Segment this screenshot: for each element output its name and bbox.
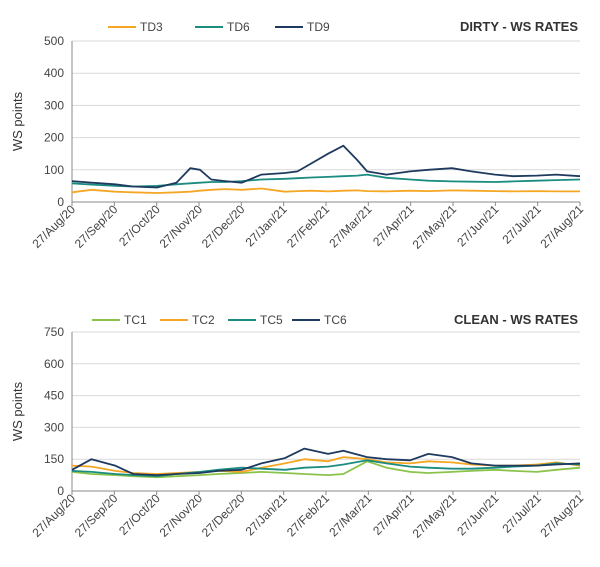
x-tick-label: 27/May/21 — [410, 202, 460, 252]
x-tick-label: 27/Mar/21 — [326, 202, 374, 250]
series-line-tc6 — [71, 447, 581, 477]
y-tick-label: 300 — [44, 98, 64, 112]
x-tick-label: 27/May/21 — [410, 491, 460, 541]
legend-label-tc5: TC5 — [260, 313, 283, 327]
series-line-td9 — [71, 144, 581, 189]
legend-label-td9: TD9 — [307, 20, 330, 34]
x-tick-label: 27/Oct/20 — [116, 491, 163, 538]
x-tick-label: 27/Oct/20 — [116, 202, 163, 249]
y-tick-label: 0 — [57, 195, 64, 209]
chart-title: CLEAN - WS RATES — [454, 312, 578, 327]
y-axis-label: WS points — [10, 381, 25, 441]
y-tick-label: 300 — [44, 420, 64, 434]
x-tick-label: 27/Aug/20 — [30, 491, 79, 540]
series-line-td3 — [71, 187, 580, 194]
x-tick-label: 27/Dec/20 — [199, 491, 248, 540]
x-tick-label: 27/Aug/21 — [538, 202, 587, 251]
legend-label-tc1: TC1 — [124, 313, 147, 327]
x-tick-label: 27/Aug/20 — [30, 202, 79, 251]
y-tick-label: 450 — [44, 389, 64, 403]
legend-label-tc2: TC2 — [192, 313, 215, 327]
x-tick-label: 27/Sep/20 — [72, 202, 121, 251]
dirty-ws-rates-chart: 0 100 200 300 400 500 27/Aug/2027/Sep/2027/Oct… — [10, 19, 587, 252]
legend-label-td3: TD3 — [140, 20, 163, 34]
x-tick-label: 27/Jan/21 — [243, 202, 290, 249]
series-line-td6 — [71, 173, 581, 188]
x-tick-label: 27/Aug/21 — [538, 491, 587, 540]
y-tick-label: 200 — [44, 131, 64, 145]
x-tick-label: 27/Nov/20 — [157, 202, 206, 251]
y-tick-label: 150 — [44, 452, 64, 466]
chart-title: DIRTY - WS RATES — [460, 19, 578, 34]
y-tick-label: 0 — [57, 484, 64, 498]
y-tick-label: 100 — [44, 163, 64, 177]
x-tick-label: 27/Nov/20 — [157, 491, 206, 540]
y-tick-label: 750 — [44, 325, 64, 339]
clean-ws-rates-chart: 0 150 300 450 600 750 27/Aug/2027/Sep/2027/Oct… — [10, 312, 587, 541]
x-tick-label: 27/Jun/21 — [454, 202, 501, 249]
legend-label-td6: TD6 — [227, 20, 250, 34]
x-tick-label: 27/Jun/21 — [454, 491, 501, 538]
x-tick-label: 27/Mar/21 — [326, 491, 374, 539]
series-line-tc5 — [71, 459, 581, 478]
y-tick-label: 400 — [44, 66, 64, 80]
x-tick-label: 27/Feb/21 — [284, 202, 332, 250]
y-tick-label: 600 — [44, 357, 64, 371]
x-tick-label: 27/Sep/20 — [72, 491, 121, 540]
legend-label-tc6: TC6 — [324, 313, 347, 327]
x-tick-label: 27/Feb/21 — [284, 491, 332, 539]
x-tick-label: 27/Dec/20 — [199, 202, 248, 251]
series-line-tc1 — [71, 460, 581, 479]
x-tick-label: 27/Jan/21 — [243, 491, 290, 538]
y-tick-label: 500 — [44, 34, 64, 48]
y-axis-label: WS points — [10, 91, 25, 151]
